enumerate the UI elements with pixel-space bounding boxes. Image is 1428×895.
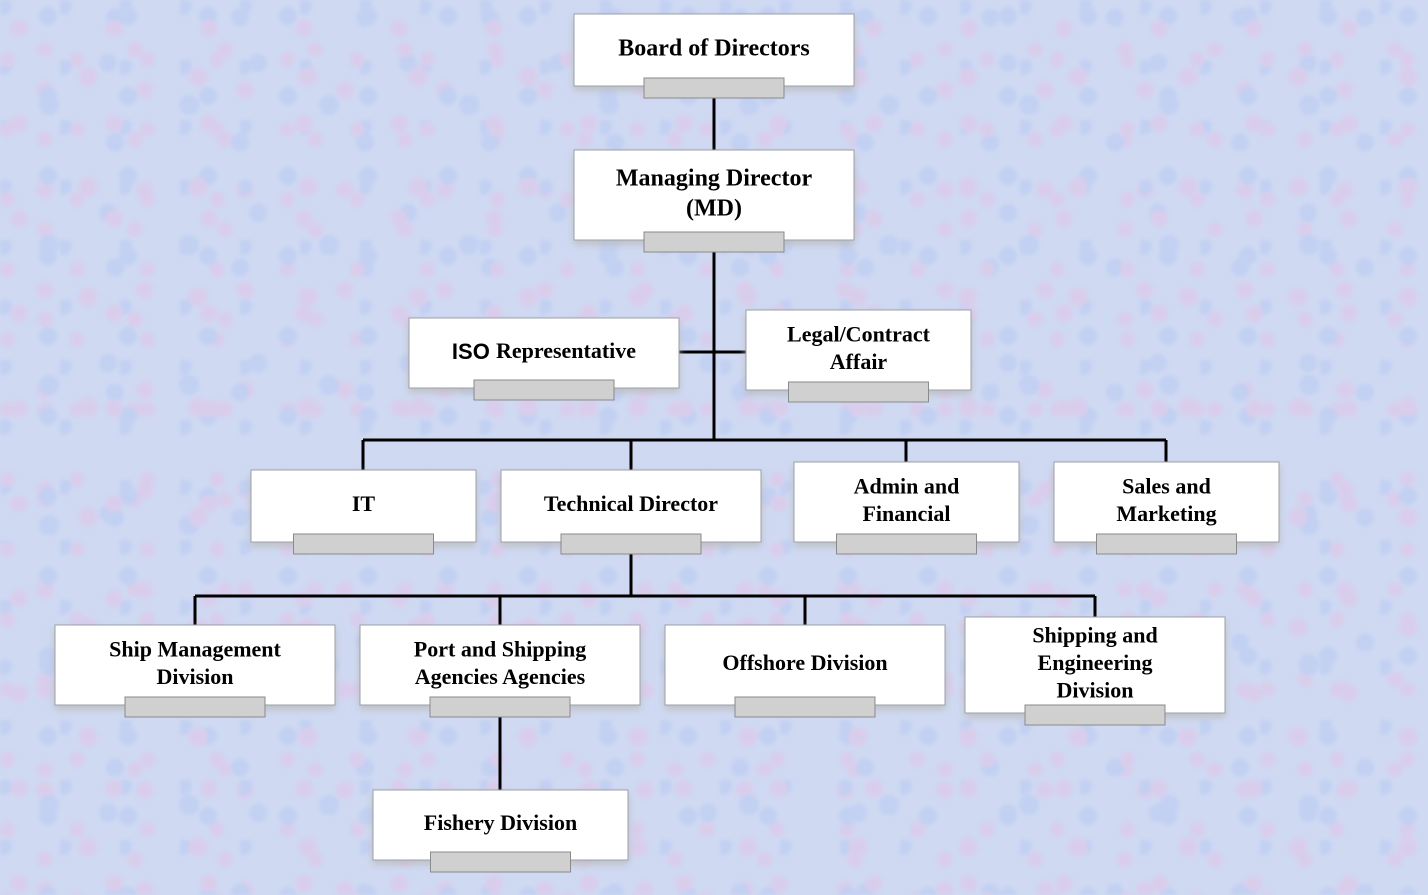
node-eng-label-line-2: Division bbox=[1056, 678, 1133, 703]
node-board-tab bbox=[644, 78, 784, 98]
nodes-layer: Board of Directors Managing Director (MD) I… bbox=[55, 14, 1279, 872]
node-legal: Legal/Contract Affair bbox=[746, 310, 971, 402]
node-offshore-tab bbox=[735, 697, 875, 717]
node-eng-tab bbox=[1025, 705, 1165, 725]
node-tech-tab bbox=[561, 534, 701, 554]
node-admin-label-line-1: Financial bbox=[862, 501, 950, 526]
node-admin: Admin and Financial bbox=[794, 462, 1019, 554]
node-md-label-line-0: Managing Director bbox=[616, 166, 813, 192]
node-fishery-tab bbox=[431, 852, 571, 872]
node-port-tab bbox=[430, 697, 570, 717]
node-iso-label-line-0: ISO Representative bbox=[452, 338, 636, 364]
node-sales: Sales and Marketing bbox=[1054, 462, 1279, 554]
node-fishery: Fishery Division bbox=[373, 790, 628, 872]
node-board: Board of Directors bbox=[574, 14, 854, 98]
node-eng: Shipping andEngineering Division bbox=[965, 617, 1225, 725]
node-legal-label-line-0: Legal/Contract bbox=[787, 321, 931, 346]
node-md-label-line-1: (MD) bbox=[686, 196, 742, 222]
node-board-label-line-0: Board of Directors bbox=[618, 36, 810, 62]
node-offshore: Offshore Division bbox=[665, 625, 945, 717]
node-port-label-line-0: Port and Shipping bbox=[414, 636, 586, 661]
node-md-tab bbox=[644, 232, 784, 252]
node-eng-label-line-1: Engineering bbox=[1038, 650, 1153, 675]
node-legal-label-line-1: Affair bbox=[830, 349, 888, 374]
node-legal-tab bbox=[789, 382, 929, 402]
node-it-tab bbox=[294, 534, 434, 554]
node-port-label-line-1: Agencies Agencies bbox=[415, 664, 586, 689]
node-ship-label-line-0: Ship Management bbox=[109, 636, 281, 661]
node-it-label-line-0: IT bbox=[352, 491, 376, 516]
node-eng-label-line-0: Shipping and bbox=[1032, 623, 1157, 648]
node-iso-tab bbox=[474, 380, 614, 400]
node-sales-tab bbox=[1097, 534, 1237, 554]
node-ship: Ship Management Division bbox=[55, 625, 335, 717]
node-ship-tab bbox=[125, 697, 265, 717]
node-sales-label-line-1: Marketing bbox=[1116, 501, 1216, 526]
node-tech-label-line-0: Technical Director bbox=[544, 491, 718, 516]
node-sales-label-line-0: Sales and bbox=[1122, 473, 1211, 498]
node-offshore-label-line-0: Offshore Division bbox=[722, 650, 887, 675]
node-iso: ISO Representative bbox=[409, 318, 679, 400]
node-md: Managing Director (MD) bbox=[574, 150, 854, 252]
node-admin-tab bbox=[837, 534, 977, 554]
node-tech: Technical Director bbox=[501, 470, 761, 554]
org-chart: Board of Directors Managing Director (MD) I… bbox=[0, 0, 1428, 895]
node-port: Port and Shipping Agencies Agencies bbox=[360, 625, 640, 717]
node-ship-label-line-1: Division bbox=[156, 664, 233, 689]
node-it: IT bbox=[251, 470, 476, 554]
node-fishery-label-line-0: Fishery Division bbox=[424, 810, 577, 835]
node-admin-label-line-0: Admin and bbox=[854, 473, 960, 498]
